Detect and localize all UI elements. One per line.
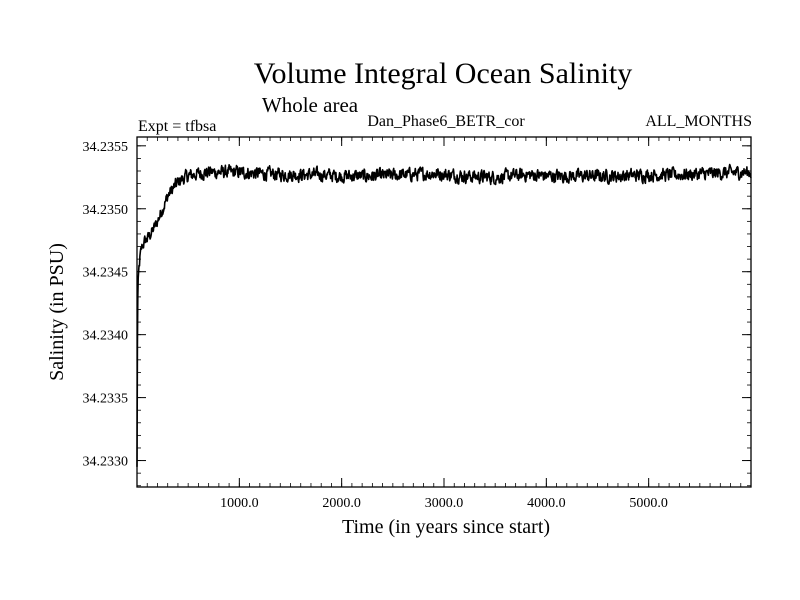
- x-tick-label: 3000.0: [425, 496, 464, 511]
- y-axis-ticks: 34.2330 34.2335 34.2340 34.2345 34.2350 34.23…: [83, 140, 751, 487]
- x-tick-label: 4000.0: [527, 496, 566, 511]
- y-tick-label: 34.2350: [83, 203, 129, 218]
- y-tick-label: 34.2340: [83, 329, 129, 344]
- salinity-series-line: [136, 163, 752, 467]
- x-tick-label: 2000.0: [322, 496, 361, 511]
- x-axis-label: Time (in years since start): [342, 516, 550, 538]
- run-label: Dan_Phase6_BETR_cor: [367, 113, 525, 130]
- y-tick-label: 34.2345: [83, 266, 129, 281]
- y-tick-label: 34.2355: [83, 140, 129, 155]
- x-tick-label: 5000.0: [629, 496, 668, 511]
- y-tick-label: 34.2330: [83, 455, 129, 470]
- months-label: ALL_MONTHS: [645, 113, 752, 130]
- y-tick-label: 34.2335: [83, 392, 129, 407]
- experiment-label: Expt = tfbsa: [138, 118, 216, 135]
- chart-subtitle: Whole area: [262, 93, 359, 117]
- plot-frame: [136, 136, 752, 488]
- x-axis-ticks: 1000.0 2000.0 3000.0 4000.0 5000.0: [146, 137, 742, 511]
- x-tick-label: 1000.0: [220, 496, 259, 511]
- chart-title: Volume Integral Ocean Salinity: [254, 57, 633, 90]
- y-axis-label: Salinity (in PSU): [46, 243, 68, 381]
- series-layer: [136, 163, 752, 467]
